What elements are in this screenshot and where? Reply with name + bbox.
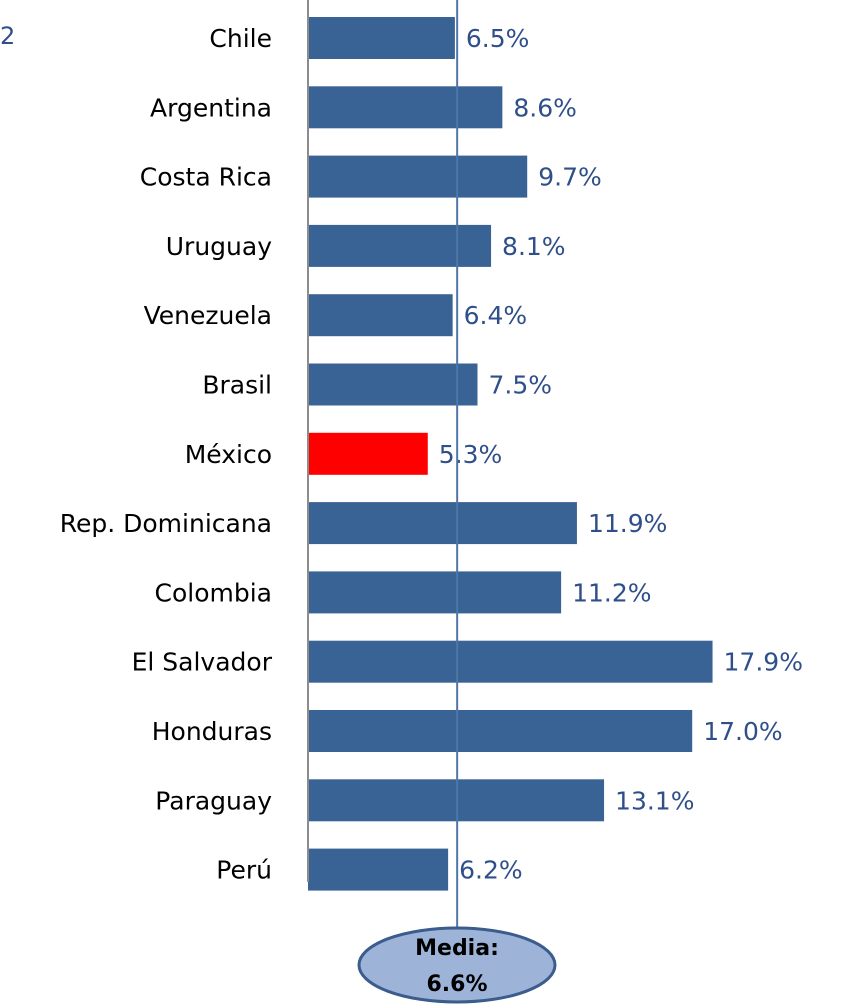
category-label: Brasil [202,371,272,400]
bar-9 [308,640,713,683]
category-label: Paraguay [155,786,272,815]
bar-0 [308,17,455,59]
category-label: Honduras [152,717,272,746]
bar-10 [308,710,693,752]
category-label: Perú [216,856,272,885]
mean-callout: Media: 6.6% [357,926,557,1004]
labels-layer: Chile 6.5% Argentina 8.6% Costa Rica 9.7% Urug… [60,24,803,885]
category-label: Rep. Dominicana [60,509,272,538]
mean-callout-value: 6.6% [426,972,487,997]
edge-text-fragment: 2 [0,22,16,50]
category-label: Uruguay [166,232,272,261]
mean-callout-title: Media: [415,936,499,961]
bar-6 [308,432,428,475]
mean-callout-ellipse [357,926,557,1004]
bar-4 [308,294,453,337]
data-label: 7.5% [489,371,553,400]
data-label: 11.2% [572,578,651,607]
category-label: Colombia [155,578,272,607]
category-label: México [185,440,272,469]
data-label: 8.1% [502,232,566,261]
category-label: Costa Rica [140,163,272,192]
data-label: 8.6% [513,93,577,122]
bar-7 [308,502,577,545]
data-label: 6.4% [464,301,528,330]
category-label: Venezuela [144,301,272,330]
bar-11 [308,779,605,822]
bar-1 [308,86,503,129]
bar-3 [308,224,492,267]
bar-5 [308,363,478,406]
bar-12 [308,848,449,891]
data-label: 17.0% [703,717,782,746]
bar-8 [308,571,562,614]
data-label: 17.9% [724,648,803,677]
category-label: El Salvador [132,648,273,677]
data-label: 11.9% [588,509,667,538]
data-label: 5.3% [439,440,503,469]
category-label: Chile [209,24,272,53]
category-label: Argentina [150,93,272,122]
bar-2 [308,155,528,198]
bars-layer [308,17,713,891]
data-label: 6.5% [466,24,530,53]
data-label: 9.7% [538,163,602,192]
data-label: 13.1% [615,786,694,815]
data-label: 6.2% [459,856,523,885]
